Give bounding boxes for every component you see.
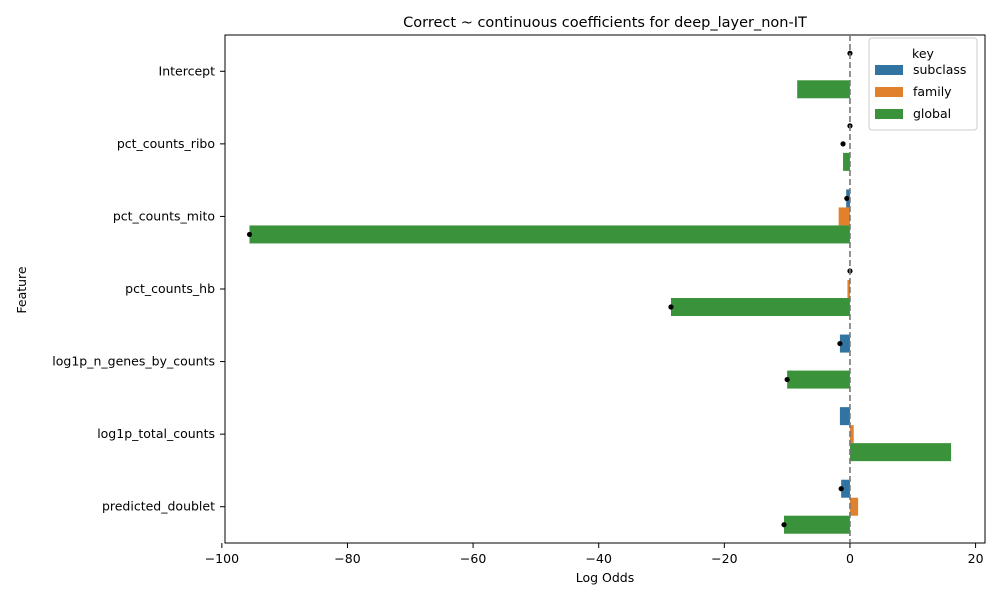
x-axis-label: Log Odds [576,570,635,585]
plot-area: −100 −80 −60 −40 −20 0 20 Intercept pct_counts_r… [52,34,986,566]
point-marker [781,522,787,528]
x-tick-label: −100 [205,551,239,566]
bar-global [787,370,850,389]
point-marker [784,376,790,383]
y-tick-label: pct_counts_mito [113,208,215,223]
point-marker [838,486,844,492]
y-axis-label: Feature [14,266,29,314]
x-tick-label: −80 [334,551,360,566]
bar-family [849,497,859,516]
bar-global [784,515,850,534]
y-tick-label: pct_counts_ribo [117,136,215,151]
bar-family [849,425,854,444]
point-marker [246,231,253,238]
x-tick-label: −60 [460,551,486,566]
x-tick-label: 0 [846,551,854,566]
y-tick-label: pct_counts_hb [125,281,215,296]
chart-title: Correct ~ continuous coefficients for de… [403,15,807,31]
bar-global [670,298,850,316]
legend-label-family: family [913,84,952,99]
bar-global [797,80,850,99]
bar-family [847,280,850,298]
y-tick-label: log1p_total_counts [97,426,215,441]
legend-swatch-global [875,109,903,119]
legend-label-global: global [913,106,951,121]
y-tick-label: log1p_n_genes_by_counts [52,354,215,369]
bar-family [838,207,850,226]
point-marker [668,304,674,310]
legend-label-subclass: subclass [913,62,966,77]
bar-global [843,152,850,171]
bar-subclass [841,479,850,498]
legend-swatch-family [875,87,903,97]
point-marker [844,195,850,202]
x-tick-label: 20 [968,551,984,566]
x-tick-label: −40 [586,551,612,566]
bar-subclass [839,407,850,426]
x-tick-label: −20 [711,551,737,566]
y-tick-label: Intercept [159,63,216,78]
bar-global [849,443,952,462]
legend-swatch-subclass [875,65,903,75]
bar-subclass [839,334,850,353]
y-tick-label: predicted_doublet [102,499,215,514]
point-marker [837,340,843,347]
legend: key subclass family global [868,37,978,131]
legend-frame [868,37,978,131]
legend-title: key [912,46,934,61]
bar-global [249,225,850,244]
point-marker [840,141,846,147]
